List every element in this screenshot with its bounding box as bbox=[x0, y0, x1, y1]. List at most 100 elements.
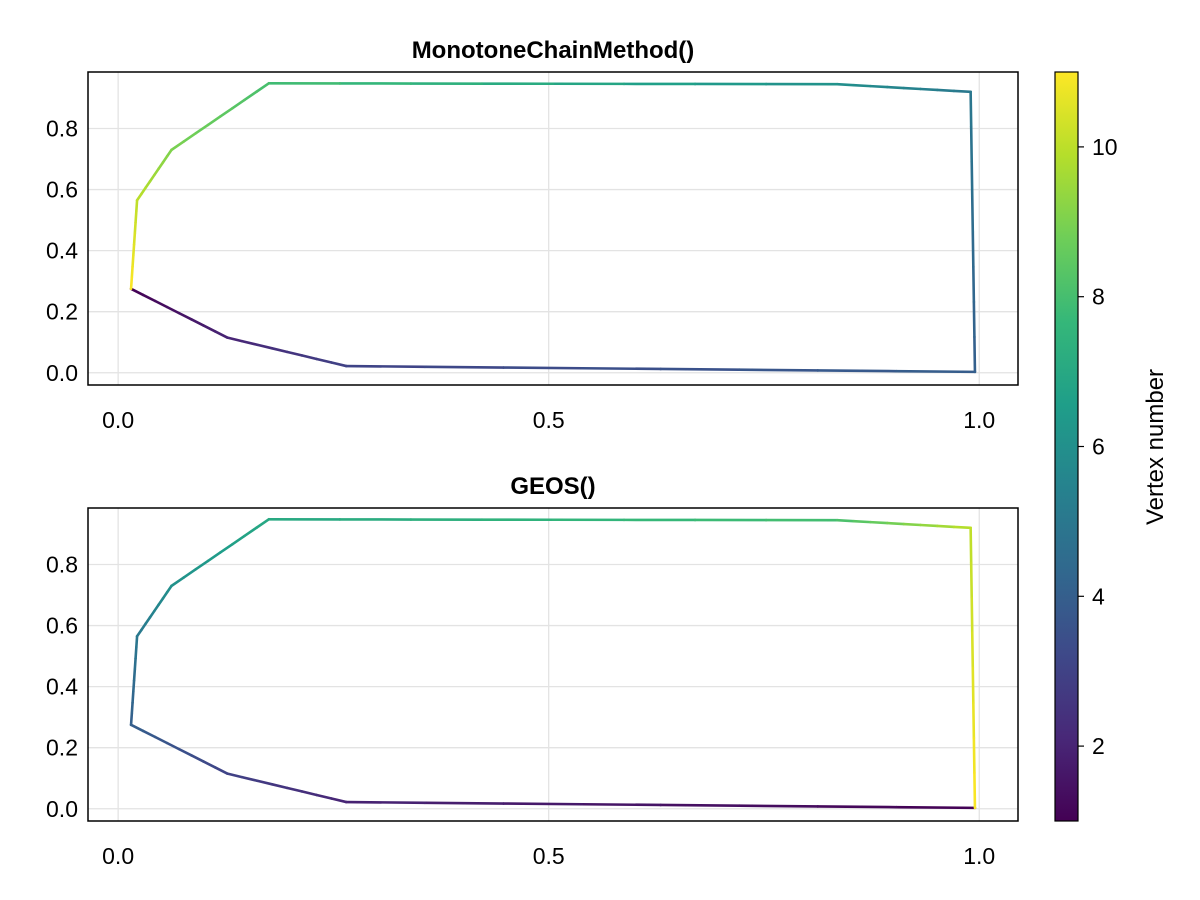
hull-segment bbox=[330, 797, 348, 804]
hull-segment bbox=[969, 526, 973, 565]
hull-segment bbox=[580, 802, 662, 807]
hull-segment bbox=[885, 85, 906, 90]
hull-segment bbox=[969, 125, 974, 164]
x-tick-label: 1.0 bbox=[963, 407, 995, 433]
hull-segment bbox=[202, 760, 217, 769]
colorbar-ticks: 2 4 6 8 10 bbox=[1078, 134, 1118, 759]
hull-segment bbox=[243, 526, 258, 538]
hull-segment bbox=[970, 631, 975, 670]
hull-segment bbox=[835, 518, 856, 523]
hull-segment bbox=[132, 243, 136, 257]
hull-segment bbox=[241, 339, 259, 347]
colorbar-tick-label: 2 bbox=[1092, 733, 1105, 759]
hull-segment bbox=[231, 98, 246, 110]
hull-segment bbox=[133, 657, 137, 671]
colorbar-bar bbox=[1054, 71, 1079, 822]
hull-segment bbox=[902, 86, 922, 91]
hull-segment bbox=[255, 343, 274, 350]
hull-segment bbox=[895, 369, 977, 374]
y-tick-label: 0.6 bbox=[46, 613, 78, 639]
hull-segment bbox=[241, 775, 259, 783]
hull-segment bbox=[971, 666, 975, 705]
hull-segment bbox=[231, 534, 246, 546]
y-tick-label: 0.0 bbox=[46, 360, 78, 386]
y-tick-label: 0.2 bbox=[46, 735, 78, 761]
hull-segment bbox=[170, 140, 185, 152]
y-tick-label: 0.6 bbox=[46, 177, 78, 203]
hull-segment bbox=[902, 522, 922, 527]
hull-segment bbox=[973, 335, 977, 374]
hull-segment bbox=[131, 254, 135, 268]
hull-segment bbox=[141, 729, 157, 739]
hull-segment bbox=[130, 701, 134, 716]
hull-segment bbox=[129, 723, 145, 733]
plot-frame bbox=[87, 71, 1019, 386]
colorbar-tick-label: 10 bbox=[1092, 134, 1118, 160]
hull-segment bbox=[177, 311, 193, 321]
hull-segment bbox=[190, 318, 205, 327]
hull-segment bbox=[315, 793, 333, 800]
hull-segment bbox=[919, 87, 939, 92]
panel-monotone-chain: MonotoneChainMethod() 0.0 0.5 1.0 0.00.20.… bbox=[46, 37, 1019, 433]
hull-segment bbox=[153, 735, 169, 745]
hull-segment bbox=[135, 634, 139, 649]
hull-segment bbox=[816, 805, 898, 809]
hull-segment bbox=[270, 783, 289, 790]
hull-segment bbox=[141, 293, 157, 303]
hull-segment bbox=[972, 300, 976, 339]
hull-segment bbox=[165, 741, 181, 751]
hull-segment bbox=[330, 361, 348, 368]
hull-segment bbox=[255, 517, 271, 529]
hull-segment bbox=[970, 195, 975, 234]
hull-segment bbox=[969, 90, 973, 129]
hull-segment bbox=[206, 115, 222, 127]
x-tick-label: 1.0 bbox=[963, 843, 995, 869]
hull-line bbox=[129, 517, 977, 810]
hull-segment bbox=[835, 82, 856, 87]
hull-segment bbox=[816, 369, 898, 373]
panel-title: GEOS() bbox=[510, 473, 595, 500]
hull-segment bbox=[345, 364, 427, 369]
hull-segment bbox=[952, 525, 972, 530]
hull-segment bbox=[243, 90, 258, 102]
hull-segment bbox=[737, 804, 820, 808]
hull-segment bbox=[177, 747, 193, 757]
colorbar-label: Vertex number bbox=[1142, 369, 1169, 525]
hull-segment bbox=[226, 336, 244, 343]
hull-segment bbox=[153, 299, 169, 309]
hull-segment bbox=[129, 287, 145, 297]
hull-segment bbox=[202, 324, 217, 333]
hull-segment bbox=[194, 559, 210, 571]
x-tick-label: 0.0 bbox=[102, 407, 134, 433]
hull-segment bbox=[952, 89, 972, 94]
grid bbox=[88, 508, 1018, 821]
hull-segment bbox=[580, 366, 662, 371]
hull-segment bbox=[973, 771, 977, 810]
hull-segment bbox=[190, 754, 205, 763]
hull-segment bbox=[423, 365, 505, 369]
hull-segment bbox=[869, 84, 889, 89]
y-tick-label: 0.0 bbox=[46, 796, 78, 822]
plot-frame bbox=[87, 507, 1019, 822]
hull-segment bbox=[885, 521, 906, 526]
hull-segment bbox=[972, 736, 976, 775]
hull-segment bbox=[134, 646, 138, 660]
colorbar: 2 4 6 8 10 Vertex number bbox=[1054, 71, 1169, 822]
hull-segment bbox=[255, 81, 271, 93]
hull-segment bbox=[285, 350, 304, 357]
hull-segment bbox=[502, 802, 584, 806]
hull-segment bbox=[182, 131, 198, 143]
hull-segment bbox=[182, 567, 198, 579]
hull-segment bbox=[226, 772, 244, 779]
hull-segment bbox=[869, 520, 889, 525]
x-tick-label: 0.5 bbox=[533, 407, 565, 433]
hull-segment bbox=[737, 368, 820, 372]
hull-segment bbox=[970, 160, 974, 199]
x-axis-ticks: 0.0 0.5 1.0 bbox=[102, 843, 995, 869]
hull-segment bbox=[270, 347, 289, 354]
hull-segment bbox=[423, 801, 505, 805]
hull-segment bbox=[129, 712, 134, 727]
x-tick-label: 0.5 bbox=[533, 843, 565, 869]
hull-segment bbox=[130, 265, 134, 280]
